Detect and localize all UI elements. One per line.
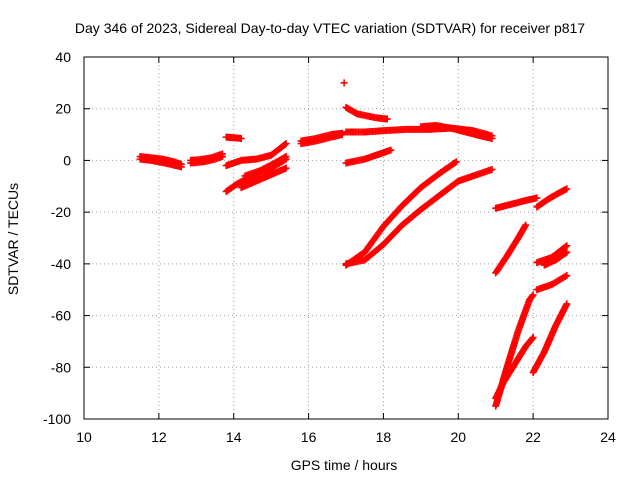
x-tick-label: 12 <box>151 429 167 445</box>
data-point <box>563 185 571 193</box>
ticks: 10 12 14 16 18 20 22 24 -100 -80 -60 -40 -20 0 20 40 <box>43 49 616 445</box>
data-point <box>488 134 496 142</box>
data-point <box>383 115 391 123</box>
data-point <box>563 242 571 250</box>
data-point <box>452 158 460 166</box>
data-point <box>563 300 571 308</box>
data-series <box>342 165 496 268</box>
data-series <box>222 140 290 170</box>
plot-frame <box>83 56 609 420</box>
data-point <box>451 159 459 167</box>
data-series <box>417 122 496 142</box>
data-point <box>237 134 245 142</box>
data-series <box>342 146 395 167</box>
data-point <box>488 165 496 173</box>
data-series <box>136 155 185 171</box>
x-tick-label: 20 <box>450 429 466 445</box>
data-series <box>533 185 571 211</box>
data-point <box>338 129 346 137</box>
y-tick-label: 0 <box>63 152 71 168</box>
data-series <box>492 194 541 212</box>
data-point <box>522 221 530 229</box>
data-series <box>533 271 571 294</box>
data-series <box>222 133 245 142</box>
x-tick-label: 24 <box>600 429 616 445</box>
y-axis-label: SDTVAR / TECUs <box>5 183 21 295</box>
data-point <box>177 163 185 171</box>
x-tick-label: 22 <box>525 429 541 445</box>
data-point <box>561 272 569 280</box>
data-points <box>136 79 571 410</box>
data-series <box>297 129 346 145</box>
y-tick-label: -40 <box>51 256 71 272</box>
x-tick-label: 16 <box>301 429 317 445</box>
data-point <box>562 249 570 257</box>
data-series <box>237 164 290 192</box>
x-tick-label: 18 <box>376 429 392 445</box>
data-point <box>529 334 537 342</box>
data-series <box>342 158 460 269</box>
data-series <box>492 334 537 402</box>
data-point <box>528 335 536 343</box>
data-series <box>342 103 391 123</box>
y-tick-label: -60 <box>51 308 71 324</box>
data-series <box>540 248 571 269</box>
data-point <box>387 146 395 154</box>
data-point <box>529 291 537 299</box>
data-point <box>282 153 290 161</box>
y-tick-label: -80 <box>51 359 71 375</box>
data-point <box>528 292 536 300</box>
data-point <box>281 141 289 149</box>
data-series <box>529 300 571 376</box>
data-series <box>187 153 226 167</box>
y-tick-label: -20 <box>51 204 71 220</box>
data-point <box>533 194 541 202</box>
y-tick-label: 40 <box>55 49 71 65</box>
y-tick-label: -100 <box>43 411 71 427</box>
data-point <box>282 140 290 148</box>
y-tick-label: 20 <box>55 101 71 117</box>
chart-title: Day 346 of 2023, Sidereal Day-to-day VTE… <box>75 20 585 36</box>
data-series <box>241 153 290 180</box>
data-series <box>492 221 530 277</box>
x-axis-label: GPS time / hours <box>291 457 398 473</box>
data-point <box>218 153 226 161</box>
data-point <box>563 271 571 279</box>
data-point <box>282 164 290 172</box>
x-tick-label: 14 <box>226 429 242 445</box>
data-point <box>562 243 570 251</box>
data-point <box>563 248 571 256</box>
data-series <box>340 79 348 87</box>
x-tick-label: 10 <box>76 429 92 445</box>
data-point <box>340 79 348 87</box>
